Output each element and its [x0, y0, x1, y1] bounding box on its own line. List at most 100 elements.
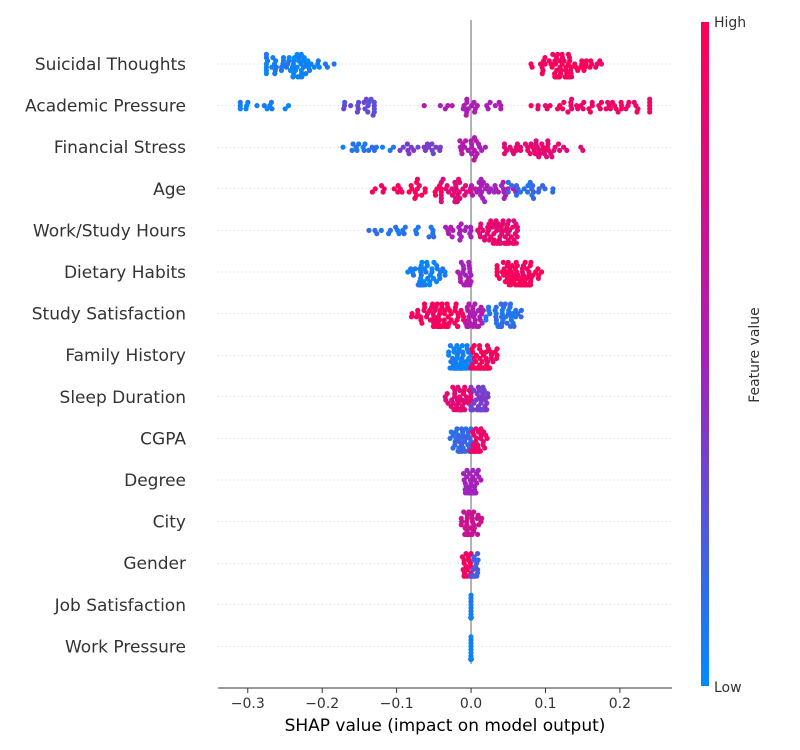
shap-point: [411, 147, 417, 153]
shap-point: [362, 141, 368, 147]
shap-point: [468, 272, 474, 278]
shap-point: [455, 269, 461, 275]
shap-point: [508, 234, 514, 240]
shap-point: [462, 144, 468, 150]
shap-point: [471, 135, 478, 141]
shap-point: [449, 103, 455, 109]
shap-point: [414, 176, 421, 182]
shap-point: [477, 234, 483, 240]
shap-point: [479, 320, 485, 326]
shap-point: [464, 397, 470, 403]
shap-point: [496, 275, 502, 281]
shap-point: [243, 106, 249, 112]
colorbar: High Low Feature value: [701, 15, 763, 696]
shap-point: [486, 237, 492, 243]
shap-point: [463, 426, 469, 432]
shap-point: [478, 221, 484, 227]
shap-point: [311, 64, 317, 70]
shap-point: [514, 141, 521, 147]
shap-point: [423, 269, 429, 275]
feature-label: Academic Pressure: [25, 97, 186, 117]
shap-point: [447, 307, 453, 313]
shap-point: [535, 189, 542, 195]
shap-point: [476, 323, 482, 329]
shap-point: [470, 467, 476, 473]
shap-point: [514, 234, 520, 240]
shap-point: [475, 531, 481, 538]
shap-point: [471, 387, 477, 393]
shap-point: [634, 109, 640, 115]
shap-point: [439, 323, 445, 329]
shap-point: [515, 272, 521, 278]
shap-point: [448, 429, 454, 435]
shap-point: [437, 275, 443, 281]
shap-point: [468, 551, 474, 557]
shap-point: [530, 272, 536, 278]
shap-point: [501, 195, 507, 201]
shap-point: [464, 573, 470, 579]
shap-point: [457, 387, 463, 393]
shap-point: [475, 512, 481, 518]
shap-point: [427, 317, 433, 323]
shap-point: [408, 266, 414, 272]
shap-point: [502, 234, 508, 240]
feature-label: Work Pressure: [65, 637, 186, 657]
shap-point: [544, 154, 550, 160]
shap-point: [464, 467, 470, 473]
shap-point: [278, 67, 285, 73]
shap-point: [631, 99, 637, 105]
shap-point: [419, 192, 425, 198]
shap-point: [245, 99, 251, 105]
shap-point: [509, 183, 515, 189]
shap-point: [458, 279, 464, 285]
x-tick-label: −0.3: [231, 696, 265, 712]
shap-point: [400, 144, 406, 150]
shap-point: [557, 147, 563, 153]
shap-point: [440, 176, 446, 182]
shap-point: [448, 224, 454, 230]
shap-point: [475, 384, 481, 390]
shap-point: [289, 64, 296, 70]
shap-point: [465, 323, 471, 329]
shap-point: [478, 176, 484, 182]
shap-point: [366, 99, 372, 105]
shap-point: [340, 144, 346, 150]
shap-point: [532, 151, 538, 157]
shap-point: [366, 147, 372, 153]
shap-point: [472, 301, 478, 307]
shap-point: [435, 323, 441, 329]
shap-point: [446, 231, 452, 237]
shap-point: [402, 224, 408, 230]
shap-point: [498, 301, 504, 307]
shap-point: [423, 314, 430, 320]
shap-point: [501, 141, 508, 147]
shap-point: [499, 269, 505, 275]
shap-point: [486, 189, 492, 195]
x-tick-label: 0.0: [460, 696, 482, 712]
shap-point: [442, 106, 448, 112]
shap-point: [581, 99, 587, 105]
shap-point: [466, 301, 472, 307]
shap-point: [415, 282, 421, 288]
shap-point: [280, 55, 287, 61]
shap-point: [588, 58, 594, 64]
shap-point: [463, 551, 469, 557]
shap-point: [370, 112, 376, 118]
shap-point: [399, 189, 405, 195]
shap-point: [237, 99, 243, 105]
shap-point: [453, 186, 459, 192]
shap-point: [522, 259, 528, 265]
shap-point: [502, 279, 508, 285]
colorbar-high-label: High: [714, 15, 746, 31]
shap-point: [494, 263, 500, 269]
shap-point: [555, 51, 561, 58]
shap-point: [460, 471, 467, 477]
shap-point: [433, 144, 439, 150]
shap-point: [597, 106, 603, 112]
shap-point: [488, 349, 494, 355]
shap-point: [463, 183, 469, 189]
shap-point: [459, 151, 465, 157]
shap-point: [464, 96, 470, 102]
